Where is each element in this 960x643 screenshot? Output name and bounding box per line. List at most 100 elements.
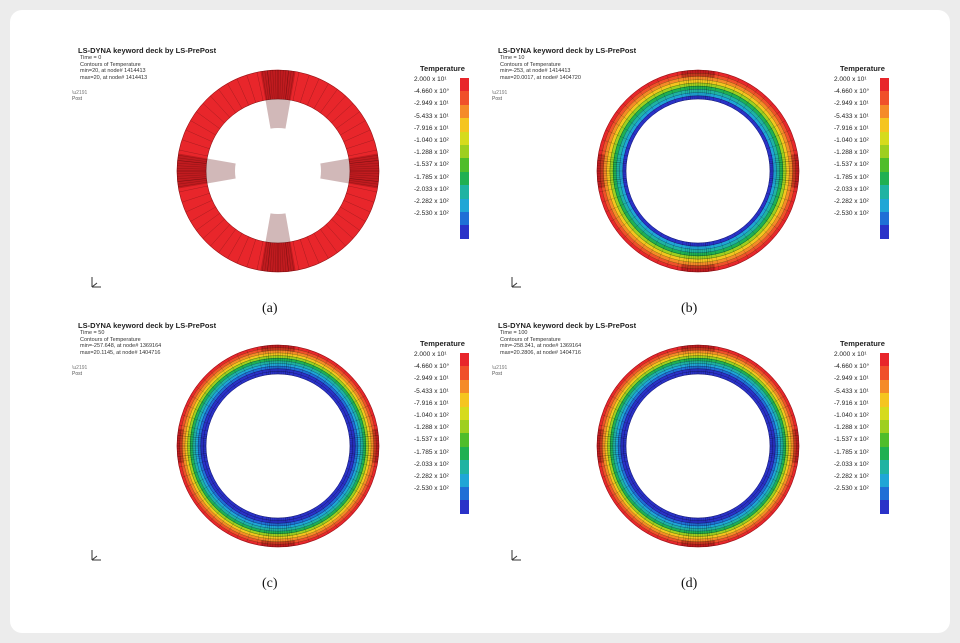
mesh-radial-line xyxy=(272,70,275,100)
subfigure-label-b: (b) xyxy=(681,301,698,316)
mesh-radial-line xyxy=(769,453,799,457)
legend-swatch xyxy=(460,225,469,239)
legend-swatch xyxy=(880,486,889,501)
legend-swatch xyxy=(460,211,469,226)
mesh-radial-line xyxy=(760,120,786,136)
mesh-radial-line xyxy=(598,155,627,160)
mesh-radial-line xyxy=(684,517,689,547)
mesh-radial-line xyxy=(289,242,294,271)
mesh-radial-line xyxy=(666,74,676,103)
legend-swatch xyxy=(460,185,469,199)
mesh-ring-line xyxy=(203,371,353,521)
legend-swatch xyxy=(880,406,889,420)
mesh-radial-line xyxy=(349,168,379,170)
mesh-radial-line xyxy=(343,404,371,417)
mesh-radial-line xyxy=(682,346,687,375)
legend-title: Temperature xyxy=(840,64,885,73)
mesh-ring-line xyxy=(176,69,380,273)
mesh-radial-line xyxy=(701,70,704,100)
mesh-radial-line xyxy=(692,345,695,375)
mesh-ring-line xyxy=(179,347,377,545)
mesh-radial-line xyxy=(343,200,371,213)
mesh-radial-line xyxy=(769,178,799,182)
legend-tick-label: -1.040 x 10² xyxy=(834,411,869,419)
axis-glyph-icon: \u2191 xyxy=(492,365,508,371)
mesh-radial-line xyxy=(185,129,213,142)
mesh-radial-line xyxy=(227,83,243,109)
mesh-radial-line xyxy=(349,180,379,185)
mesh-radial-line xyxy=(349,455,379,460)
mesh-radial-line xyxy=(287,70,292,100)
mesh-radial-line xyxy=(275,242,277,272)
mesh-radial-line xyxy=(348,460,377,468)
mesh-radial-line xyxy=(285,345,289,375)
mesh-radial-line xyxy=(720,239,730,268)
mesh-radial-line xyxy=(687,242,691,272)
mesh-radial-line xyxy=(769,165,799,168)
legend-swatch xyxy=(880,460,889,474)
mesh-radial-line xyxy=(605,200,633,213)
mesh-radial-line xyxy=(687,517,691,547)
mesh-radial-line xyxy=(599,460,628,468)
mesh-radial-line xyxy=(597,168,627,170)
mesh-radial-line xyxy=(177,451,207,455)
mesh-radial-line xyxy=(692,70,695,100)
mesh-radial-line xyxy=(236,236,249,264)
mesh-radial-line xyxy=(616,386,640,404)
mesh-radial-line xyxy=(177,447,207,449)
legend-swatch xyxy=(460,144,469,159)
mesh-radial-line xyxy=(285,517,289,547)
mesh-radial-line xyxy=(181,414,210,424)
contour-band xyxy=(189,357,367,535)
mesh-radial-line xyxy=(343,475,371,488)
mesh-radial-line xyxy=(349,435,379,439)
mesh-radial-line xyxy=(769,172,799,174)
legend-tick-label: -1.537 x 10² xyxy=(414,161,449,169)
legend-tick-label: 2.000 x 10¹ xyxy=(414,351,447,358)
post-label: Post xyxy=(492,96,503,102)
mesh-radial-line xyxy=(331,219,354,239)
support-region xyxy=(177,428,184,464)
mesh-radial-line xyxy=(597,178,627,182)
legend-swatch xyxy=(880,78,889,92)
mesh-radial-line xyxy=(709,71,714,100)
legend-tick-label: -2.949 x 10¹ xyxy=(414,375,449,383)
mesh-ring-line xyxy=(599,72,797,270)
legend-swatch xyxy=(880,353,889,367)
mesh-radial-line xyxy=(601,468,630,478)
legend-ticks: 2.000 x 10¹ -4.660 x 10° -2.949 x 10¹ -5.43… xyxy=(834,349,869,495)
legend-swatch xyxy=(460,406,469,420)
contour-band xyxy=(176,69,380,273)
post-tag: \u2191 Post xyxy=(492,365,507,377)
mesh-radial-line xyxy=(177,172,207,174)
mesh-radial-line xyxy=(687,345,691,375)
mesh-radial-line xyxy=(227,508,243,534)
mesh-radial-line xyxy=(227,233,243,259)
mesh-radial-line xyxy=(307,236,320,264)
mesh-radial-line xyxy=(177,449,207,452)
coordinate-triad-icon xyxy=(511,277,521,288)
mesh-radial-line xyxy=(349,440,379,443)
legend-ticks: 2.000 x 10¹ -4.660 x 10° -2.949 x 10¹ -5.43… xyxy=(834,74,869,220)
contours-label: Contours of Temperature xyxy=(500,336,561,343)
mesh-radial-line xyxy=(687,70,691,100)
mesh-radial-line xyxy=(289,517,294,546)
subfigure-label-c: (c) xyxy=(262,576,278,591)
mesh-radial-line xyxy=(630,224,650,247)
mesh-radial-line xyxy=(336,386,360,404)
legend-swatch xyxy=(460,366,469,380)
mesh-radial-line xyxy=(281,242,284,272)
mesh-radial-line xyxy=(202,378,225,398)
contour-band xyxy=(179,347,377,545)
panel-title: LS-DYNA keyword deck by LS-PrePost xyxy=(78,321,217,330)
mesh-radial-line xyxy=(598,457,627,462)
mesh-radial-line xyxy=(766,414,795,424)
legend-swatch xyxy=(880,366,889,380)
mesh-radial-line xyxy=(264,242,269,272)
panel-b: LS-DYNA keyword deck by LS-PrePost Time … xyxy=(492,46,938,346)
mesh-radial-line xyxy=(331,103,354,123)
mesh-radial-line xyxy=(647,508,663,534)
mesh-radial-line xyxy=(687,70,691,100)
legend-swatch xyxy=(880,393,889,407)
legend-tick-label: -4.660 x 10° xyxy=(414,363,450,371)
